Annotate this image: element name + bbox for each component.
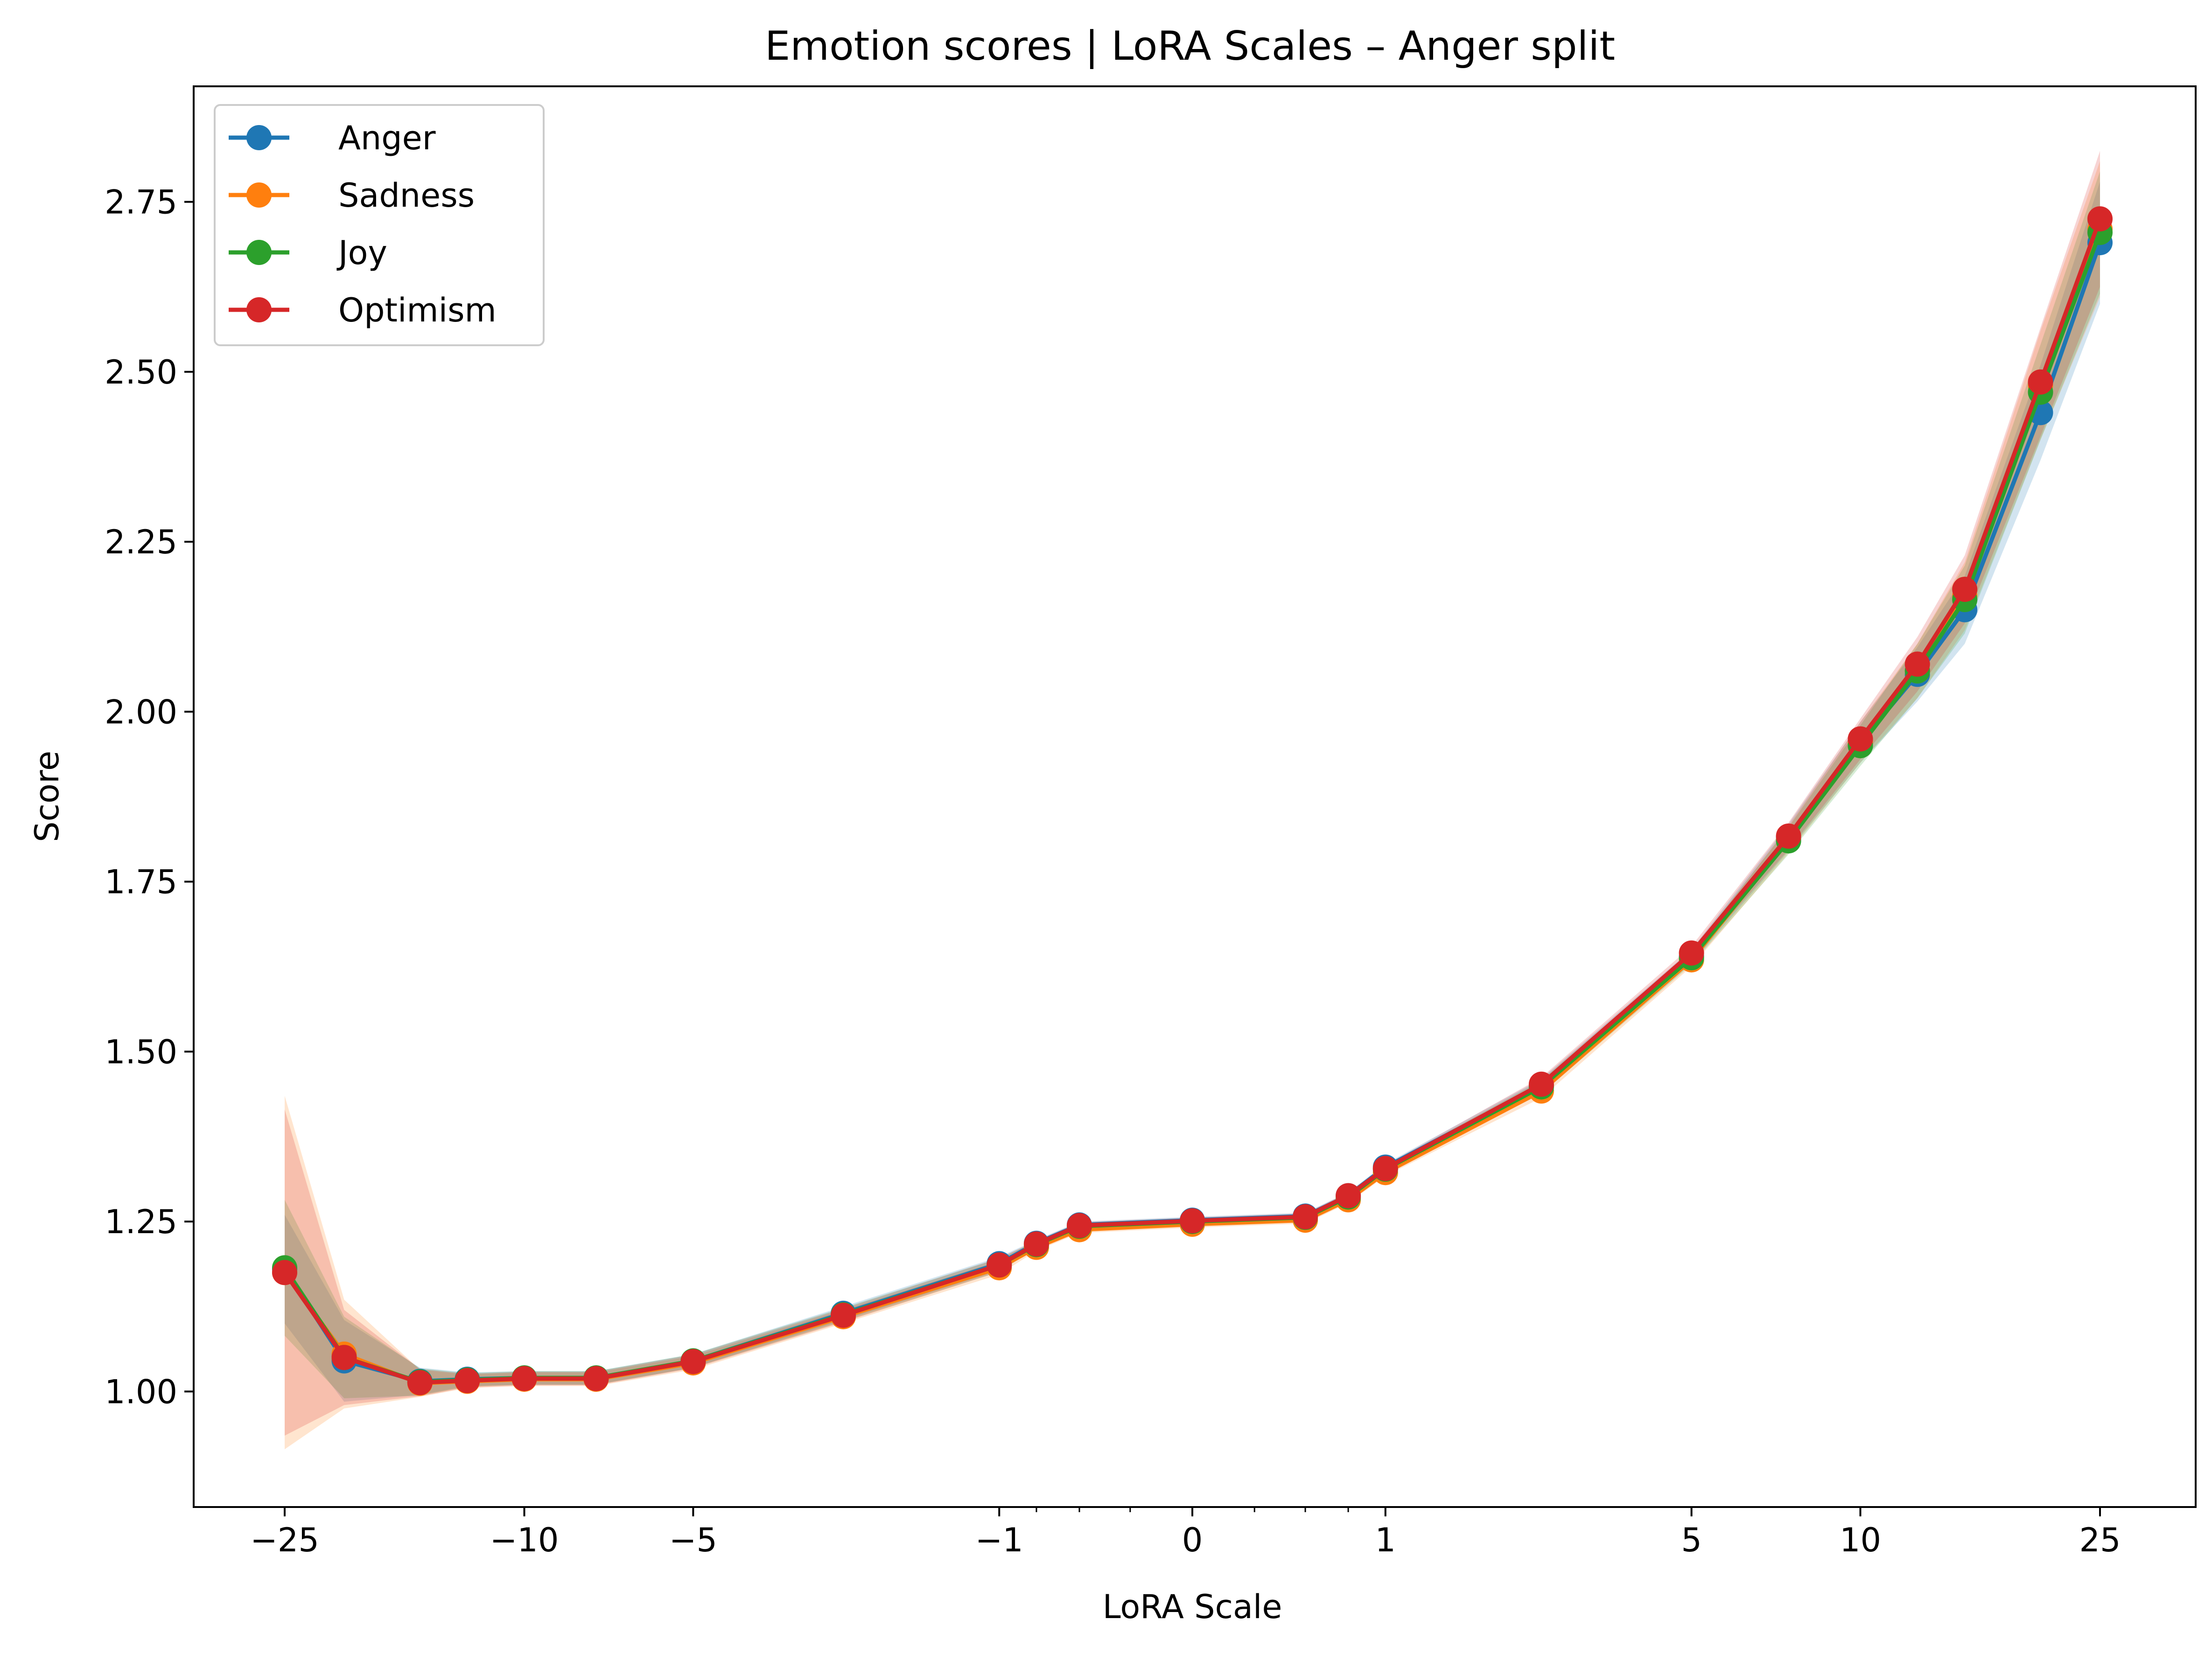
series-lines — [272, 206, 2113, 1396]
point-optimism — [2028, 369, 2053, 395]
legend-swatch-marker — [246, 297, 272, 322]
point-optimism — [407, 1370, 433, 1396]
point-optimism — [455, 1368, 480, 1393]
point-optimism — [331, 1345, 357, 1370]
x-axis-ticks: −25 −10 −5 −1 0 1 5 10 25 — [250, 1507, 2121, 1559]
point-optimism — [680, 1349, 706, 1375]
point-optimism — [1066, 1213, 1092, 1238]
y-tick-label: 1.25 — [105, 1203, 177, 1241]
point-optimism — [1776, 824, 1801, 849]
x-tick-label: 1 — [1375, 1521, 1396, 1559]
legend-item-joy: Joy — [229, 234, 387, 272]
x-tick-label: 5 — [1681, 1521, 1702, 1559]
legend-swatch-marker — [246, 125, 272, 150]
point-optimism — [2087, 206, 2113, 232]
point-optimism — [1336, 1183, 1361, 1208]
y-axis-label: Score — [28, 751, 66, 842]
legend-item-anger: Anger — [229, 119, 436, 157]
point-optimism — [831, 1303, 856, 1328]
legend-label: Optimism — [338, 291, 497, 329]
y-tick-label: 1.00 — [105, 1373, 177, 1411]
y-tick-label: 1.75 — [105, 863, 177, 901]
x-tick-label: 25 — [2079, 1521, 2121, 1559]
point-optimism — [583, 1366, 609, 1391]
x-axis-label: LoRA Scale — [1103, 1588, 1282, 1626]
legend: Anger Sadness Joy Optimism — [214, 104, 545, 346]
x-tick-label: −1 — [975, 1521, 1023, 1559]
legend-label: Sadness — [338, 176, 475, 215]
y-tick-label: 2.50 — [105, 353, 177, 391]
point-optimism — [1372, 1156, 1398, 1181]
x-tick-label: 0 — [1182, 1521, 1203, 1559]
point-optimism — [1293, 1204, 1318, 1229]
chart-title: Emotion scores | LoRA Scales – Anger spl… — [765, 23, 1615, 70]
point-optimism — [1679, 940, 1704, 966]
x-tick-label: −10 — [490, 1521, 559, 1559]
legend-swatch-marker — [246, 240, 272, 265]
legend-swatch-marker — [246, 182, 272, 208]
legend-label: Anger — [338, 119, 436, 157]
x-tick-label: 10 — [1840, 1521, 1881, 1559]
point-optimism — [1528, 1071, 1554, 1097]
y-axis-ticks: 1.00 1.25 1.50 1.75 2.00 2.25 2.50 2.75 — [105, 183, 194, 1411]
y-tick-label: 1.50 — [105, 1033, 177, 1071]
x-tick-label: −25 — [250, 1521, 319, 1559]
point-optimism — [987, 1252, 1012, 1278]
plot-frame — [193, 85, 2197, 1508]
legend-box — [214, 104, 545, 346]
y-tick-label: 2.25 — [105, 523, 177, 561]
point-optimism — [511, 1366, 537, 1391]
point-optimism — [1180, 1208, 1205, 1234]
legend-item-optimism: Optimism — [229, 291, 497, 329]
point-optimism — [1023, 1231, 1049, 1257]
point-optimism — [272, 1260, 297, 1285]
y-tick-label: 2.00 — [105, 693, 177, 731]
point-optimism — [1904, 651, 1930, 677]
x-tick-label: −5 — [669, 1521, 717, 1559]
series-optimism — [272, 206, 2113, 1396]
legend-item-sadness: Sadness — [229, 176, 475, 215]
point-optimism — [1952, 577, 1978, 602]
legend-label: Joy — [336, 234, 387, 272]
point-optimism — [1848, 726, 1873, 752]
y-tick-label: 2.75 — [105, 183, 177, 222]
